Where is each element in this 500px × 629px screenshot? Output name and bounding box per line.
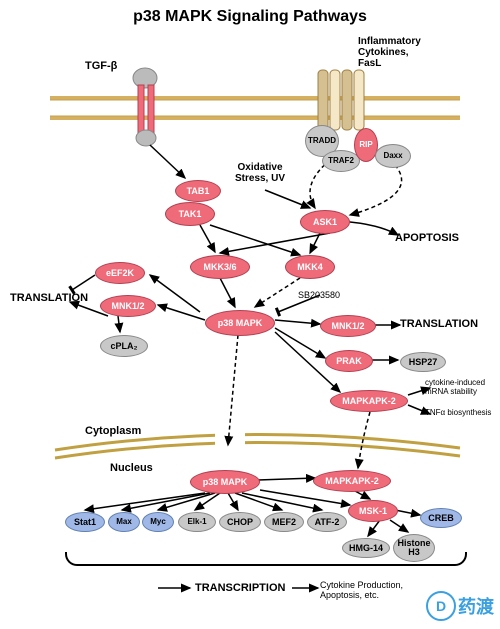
node-max: Max: [108, 512, 140, 532]
label-transcription: TRANSCRIPTION: [195, 582, 285, 594]
node-tab1: TAB1: [175, 180, 221, 202]
node-mapkapk2b: MAPKAPK-2: [313, 470, 391, 492]
node-mkk36: MKK3/6: [190, 255, 250, 279]
node-hsp27: HSP27: [400, 352, 446, 372]
label-tnf: TNFα biosynthesis: [425, 408, 497, 417]
node-daxx: Daxx: [375, 144, 411, 168]
label-tgfb: TGF-β: [85, 60, 117, 72]
watermark-icon: D: [426, 591, 456, 621]
node-atf2: ATF-2: [307, 512, 347, 532]
label-sb: SB203580: [298, 290, 340, 300]
node-mef2: MEF2: [264, 512, 304, 532]
node-ask1: ASK1: [300, 210, 350, 234]
label-oxstress: Oxidative Stress, UV: [225, 162, 295, 184]
watermark-text: 药渡: [458, 593, 494, 619]
node-p38b: p38 MAPK: [190, 470, 260, 494]
node-mapkapk2a: MAPKAPK-2: [330, 390, 408, 412]
node-stat1: Stat1: [65, 512, 105, 532]
diagram-title: p38 MAPK Signaling Pathways: [0, 8, 500, 26]
label-outcome: Cytokine Production, Apoptosis, etc.: [320, 580, 430, 600]
tgfb-receptor: [133, 68, 157, 146]
cytokine-receptor: [318, 70, 364, 130]
node-tak1: TAK1: [165, 202, 215, 226]
node-elk1: Elk-1: [178, 512, 216, 532]
label-nucleus: Nucleus: [110, 462, 153, 474]
label-translation2: TRANSLATION: [400, 318, 478, 330]
label-cytoplasm: Cytoplasm: [85, 425, 141, 437]
label-inflam: Inflammatory Cytokines, FasL: [358, 36, 438, 69]
node-eef2k: eEF2K: [95, 262, 145, 284]
node-cpla2: cPLA₂: [100, 335, 148, 357]
node-myc: Myc: [142, 512, 174, 532]
node-msk1: MSK-1: [348, 500, 398, 522]
node-mkk4: MKK4: [285, 255, 335, 279]
transcription-brace: [65, 552, 467, 566]
label-apoptosis: APOPTOSIS: [395, 232, 459, 244]
node-mnk12b: MNK1/2: [320, 315, 376, 337]
node-prak: PRAK: [325, 350, 373, 372]
node-p38a: p38 MAPK: [205, 310, 275, 336]
watermark: D 药渡: [426, 591, 494, 621]
label-mrna: cytokine-induced mRNA stability: [425, 378, 497, 396]
node-mnk12a: MNK1/2: [100, 295, 156, 317]
label-translation1: TRANSLATION: [10, 292, 88, 304]
node-traf2: TRAF2: [322, 150, 360, 172]
node-chop: CHOP: [219, 512, 261, 532]
node-creb: CREB: [420, 508, 462, 528]
